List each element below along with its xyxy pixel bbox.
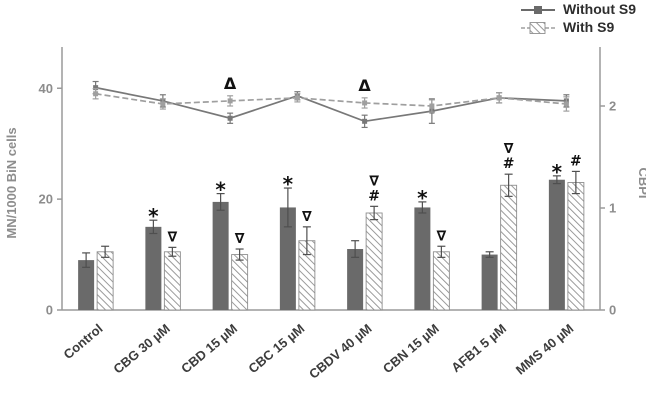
cbpi-line-with-s9 [95, 92, 567, 107]
bar-annotation: * [552, 160, 563, 184]
bar-without-s9-6 [481, 254, 498, 310]
category-label: CBD 15 µM [178, 321, 240, 376]
bar-with-s9-4 [365, 212, 383, 311]
category-label: CBC 15 µM [245, 321, 307, 376]
line-marker [563, 101, 569, 107]
legend-label-with-s9: With S9 [563, 19, 615, 36]
bar-annotation: * [283, 172, 294, 196]
category-label: CBN 15 µM [380, 321, 442, 376]
bar-without-s9-1 [145, 226, 162, 310]
bar-with-s9-5 [432, 251, 450, 311]
line-marker [496, 95, 502, 101]
bar-with-s9-1 [163, 251, 181, 311]
left-tick-label: 40 [39, 81, 53, 96]
bar-without-s9-2 [212, 201, 229, 310]
cbpi-line-without-s9 [95, 86, 567, 123]
hatched-square-dashed-line-icon [521, 22, 556, 35]
bar-without-s9-3 [279, 207, 296, 310]
line-annotation: Δ [224, 74, 237, 93]
line-marker [93, 91, 99, 97]
bar-without-s9-7 [548, 179, 565, 310]
right-tick-label: 2 [609, 99, 616, 114]
line-marker [160, 101, 166, 107]
bar-annotation: ∇ [504, 141, 514, 157]
line-annotation: Δ [358, 76, 371, 95]
line-marker [93, 85, 99, 91]
category-label: CBDV 40 µM [306, 321, 375, 382]
legend-item-without-s9: Without S9 [520, 1, 636, 17]
left-tick-label: 20 [39, 192, 53, 207]
category-label: MMS 40 µM [513, 321, 577, 378]
category-label: Control [61, 321, 106, 362]
line-marker [227, 115, 233, 121]
bar-annotation: * [215, 178, 226, 202]
legend: Without S9 With S9 [520, 1, 636, 36]
bar-annotation: # [503, 156, 515, 172]
bar-annotation: ∇ [436, 228, 446, 244]
legend-label-without-s9: Without S9 [563, 1, 636, 17]
solid-line-square-marker-icon [521, 5, 556, 14]
bar-without-s9-5 [414, 207, 431, 310]
bar-annotation: ∇ [235, 231, 245, 247]
y-axis-label-left: MN/1000 BiN cells [4, 127, 19, 238]
bar-without-s9-0 [78, 260, 95, 310]
bar-without-s9-4 [347, 249, 364, 310]
plot-generated: 0 20 40 0 1 2 Control CBG 30 µM CBD 15 µM CBC 15 … [39, 47, 616, 382]
right-tick-label: 1 [609, 201, 616, 216]
y-axis-label-right: CBPI [636, 167, 646, 198]
category-label: AFB1 5 µM [448, 321, 509, 375]
category-label: CBG 30 µM [110, 321, 172, 377]
legend-item-with-s9: With S9 [520, 19, 636, 36]
bar-annotation: # [368, 188, 380, 204]
line-marker [227, 98, 233, 104]
bar-with-s9-7 [567, 182, 585, 311]
bar-annotation: # [570, 153, 582, 169]
bar-annotation: ∇ [302, 209, 312, 225]
line-marker [294, 95, 300, 101]
bar-with-s9-2 [231, 254, 249, 311]
bar-with-s9-0 [96, 251, 114, 311]
right-tick-label: 0 [609, 303, 616, 318]
bar-annotation: * [417, 186, 428, 210]
line-marker [362, 100, 368, 106]
bar-annotation: ∇ [167, 229, 177, 245]
bar-annotation: ∇ [369, 173, 379, 189]
left-tick-label: 0 [46, 303, 53, 318]
bar-annotation: * [148, 204, 159, 228]
line-marker [362, 118, 368, 124]
bar-with-s9-6 [500, 184, 518, 311]
line-marker [429, 103, 435, 109]
